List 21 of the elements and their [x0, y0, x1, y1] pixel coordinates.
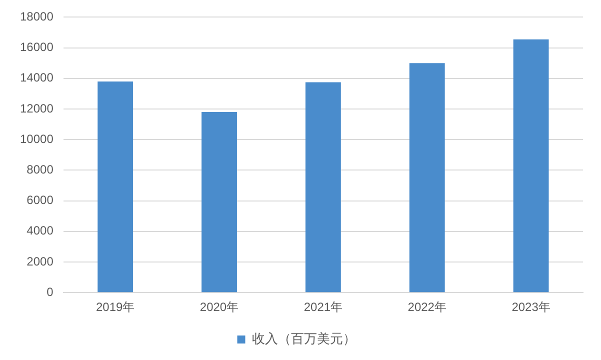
x-tick-label: 2019年 — [96, 300, 135, 314]
x-tick-label: 2022年 — [408, 300, 446, 314]
y-tick-label: 18000 — [20, 10, 54, 24]
y-tick-label: 14000 — [20, 70, 54, 85]
legend-label: 收入（百万美元） — [252, 331, 356, 346]
y-tick-label: 4000 — [26, 224, 54, 238]
bar — [409, 63, 445, 292]
bar — [513, 39, 549, 292]
y-tick-label: 8000 — [26, 162, 54, 177]
x-tick-label: 2023年 — [512, 300, 550, 314]
y-tick-label: 12000 — [20, 101, 54, 116]
bar — [305, 82, 341, 292]
y-tick-label: 6000 — [26, 193, 54, 208]
x-tick-label: 2020年 — [200, 300, 239, 314]
bar — [202, 112, 237, 292]
y-tick-label: 2000 — [26, 254, 54, 268]
bar — [98, 81, 134, 292]
x-tick-label: 2021年 — [304, 300, 343, 314]
y-tick-label: 10000 — [20, 132, 54, 146]
y-tick-label: 0 — [46, 284, 54, 299]
y-tick-label: 16000 — [20, 40, 54, 54]
